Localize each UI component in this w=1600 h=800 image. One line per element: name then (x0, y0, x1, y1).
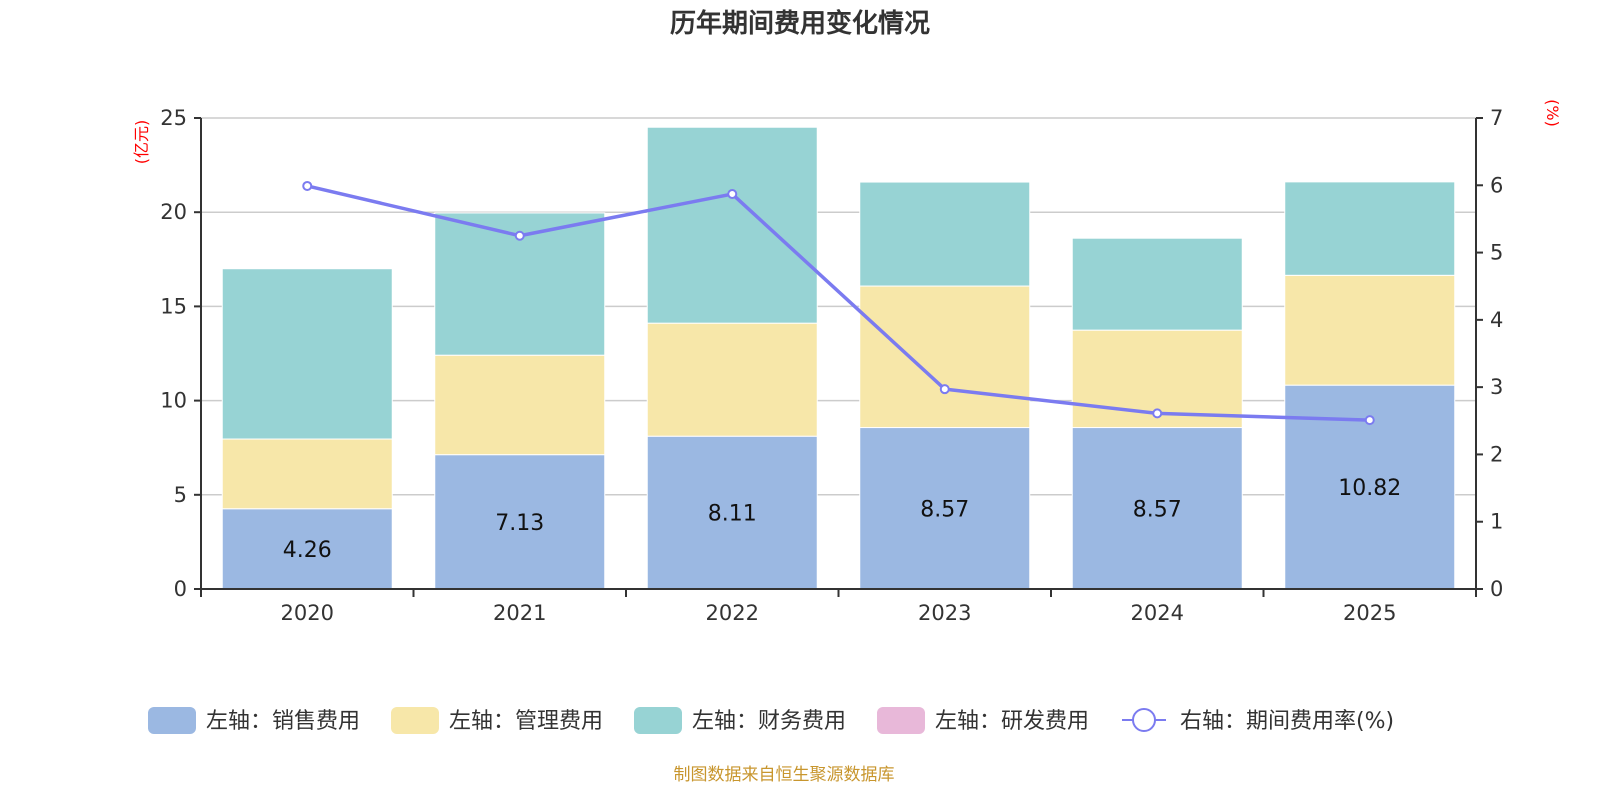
bar-segment-3 (1284, 181, 1456, 276)
data-label: 4.26 (283, 538, 332, 563)
right-axis-tick-label: 1 (1490, 510, 1503, 534)
bar-segment-2 (221, 438, 393, 510)
legend-item[interactable]: 左轴：管理费用 (391, 707, 603, 734)
bar-segment-2 (434, 354, 606, 456)
rate-point (302, 180, 313, 191)
x-axis-tick-label: 2021 (493, 601, 546, 625)
source-note: 制图数据来自恒生聚源数据库 (674, 765, 895, 785)
legend-label: 左轴：研发费用 (935, 709, 1089, 734)
bar-segment-1 (859, 427, 1031, 590)
right-axis-tick-label: 4 (1490, 308, 1503, 332)
legend-swatch (877, 707, 925, 734)
right-axis-tick-label: 2 (1490, 442, 1503, 466)
legend-label: 右轴：期间费用率(%) (1180, 709, 1394, 734)
bar-segment-2 (1284, 274, 1456, 386)
x-axis-tick-label: 2023 (918, 601, 971, 625)
legend-item[interactable]: 左轴：销售费用 (148, 707, 360, 734)
x-axis-tick-label: 2020 (281, 601, 334, 625)
bars (221, 126, 1456, 590)
data-label: 8.11 (708, 502, 757, 527)
legend: 左轴：销售费用 左轴：管理费用 左轴：财务费用 左轴：研发费用 右轴：期间费用率(%) (148, 707, 1394, 734)
legend-label: 左轴：管理费用 (449, 709, 603, 734)
left-axis-tick-label: 10 (160, 389, 187, 413)
rate-point (727, 189, 738, 200)
x-axis-tick-label: 2022 (706, 601, 759, 625)
bar-segment-3 (646, 126, 818, 324)
rate-point (1364, 415, 1375, 426)
bar-segment-1 (434, 454, 606, 590)
data-label: 8.57 (1133, 497, 1182, 522)
bar-segment-3 (859, 181, 1031, 287)
left-axis-tick-label: 20 (160, 200, 187, 224)
left-axis-tick-label: 25 (160, 106, 187, 130)
legend-swatch (148, 707, 196, 734)
legend-item[interactable]: 左轴：研发费用 (877, 707, 1089, 734)
bar-segment-1 (221, 508, 393, 590)
x-axis-tick-label: 2025 (1343, 601, 1396, 625)
right-axis-tick-label: 0 (1490, 577, 1503, 601)
left-axis-name: (亿元) (132, 120, 151, 165)
rate-point (1152, 408, 1163, 419)
data-label: 10.82 (1338, 476, 1401, 501)
rate-point (939, 384, 950, 395)
right-axis-tick-label: 6 (1490, 173, 1503, 197)
rate-point (514, 230, 525, 241)
bar-segment-2 (646, 322, 818, 437)
left-axis-tick-label: 15 (160, 294, 187, 318)
x-axis-tick-label: 2024 (1131, 601, 1184, 625)
legend-item[interactable]: 右轴：期间费用率(%) (1122, 708, 1394, 734)
chart-title: 历年期间费用变化情况 (670, 8, 930, 39)
right-axis-tick-label: 7 (1490, 106, 1503, 130)
right-axis-tick-label: 3 (1490, 375, 1503, 399)
legend-swatch (634, 707, 682, 734)
left-axis-tick-label: 5 (174, 483, 187, 507)
data-labels: 4.26 7.13 8.11 8.57 8.57 10.82 (283, 476, 1401, 563)
left-axis-tick-label: 0 (174, 577, 187, 601)
right-axis-name: (%) (1543, 99, 1562, 127)
legend-circle-icon (1132, 708, 1156, 732)
data-label: 8.57 (920, 497, 969, 522)
rate-line (302, 180, 1375, 426)
rate-line-path (306, 184, 1370, 422)
legend-label: 左轴：财务费用 (692, 709, 846, 734)
bar-segment-3 (221, 268, 393, 440)
bar-segment-2 (859, 285, 1031, 429)
right-axis-tick-label: 5 (1490, 241, 1503, 265)
legend-label: 左轴：销售费用 (206, 709, 360, 734)
legend-swatch (391, 707, 439, 734)
bar-segment-3 (1071, 237, 1243, 331)
legend-item[interactable]: 左轴：财务费用 (634, 707, 846, 734)
data-label: 7.13 (495, 511, 544, 536)
